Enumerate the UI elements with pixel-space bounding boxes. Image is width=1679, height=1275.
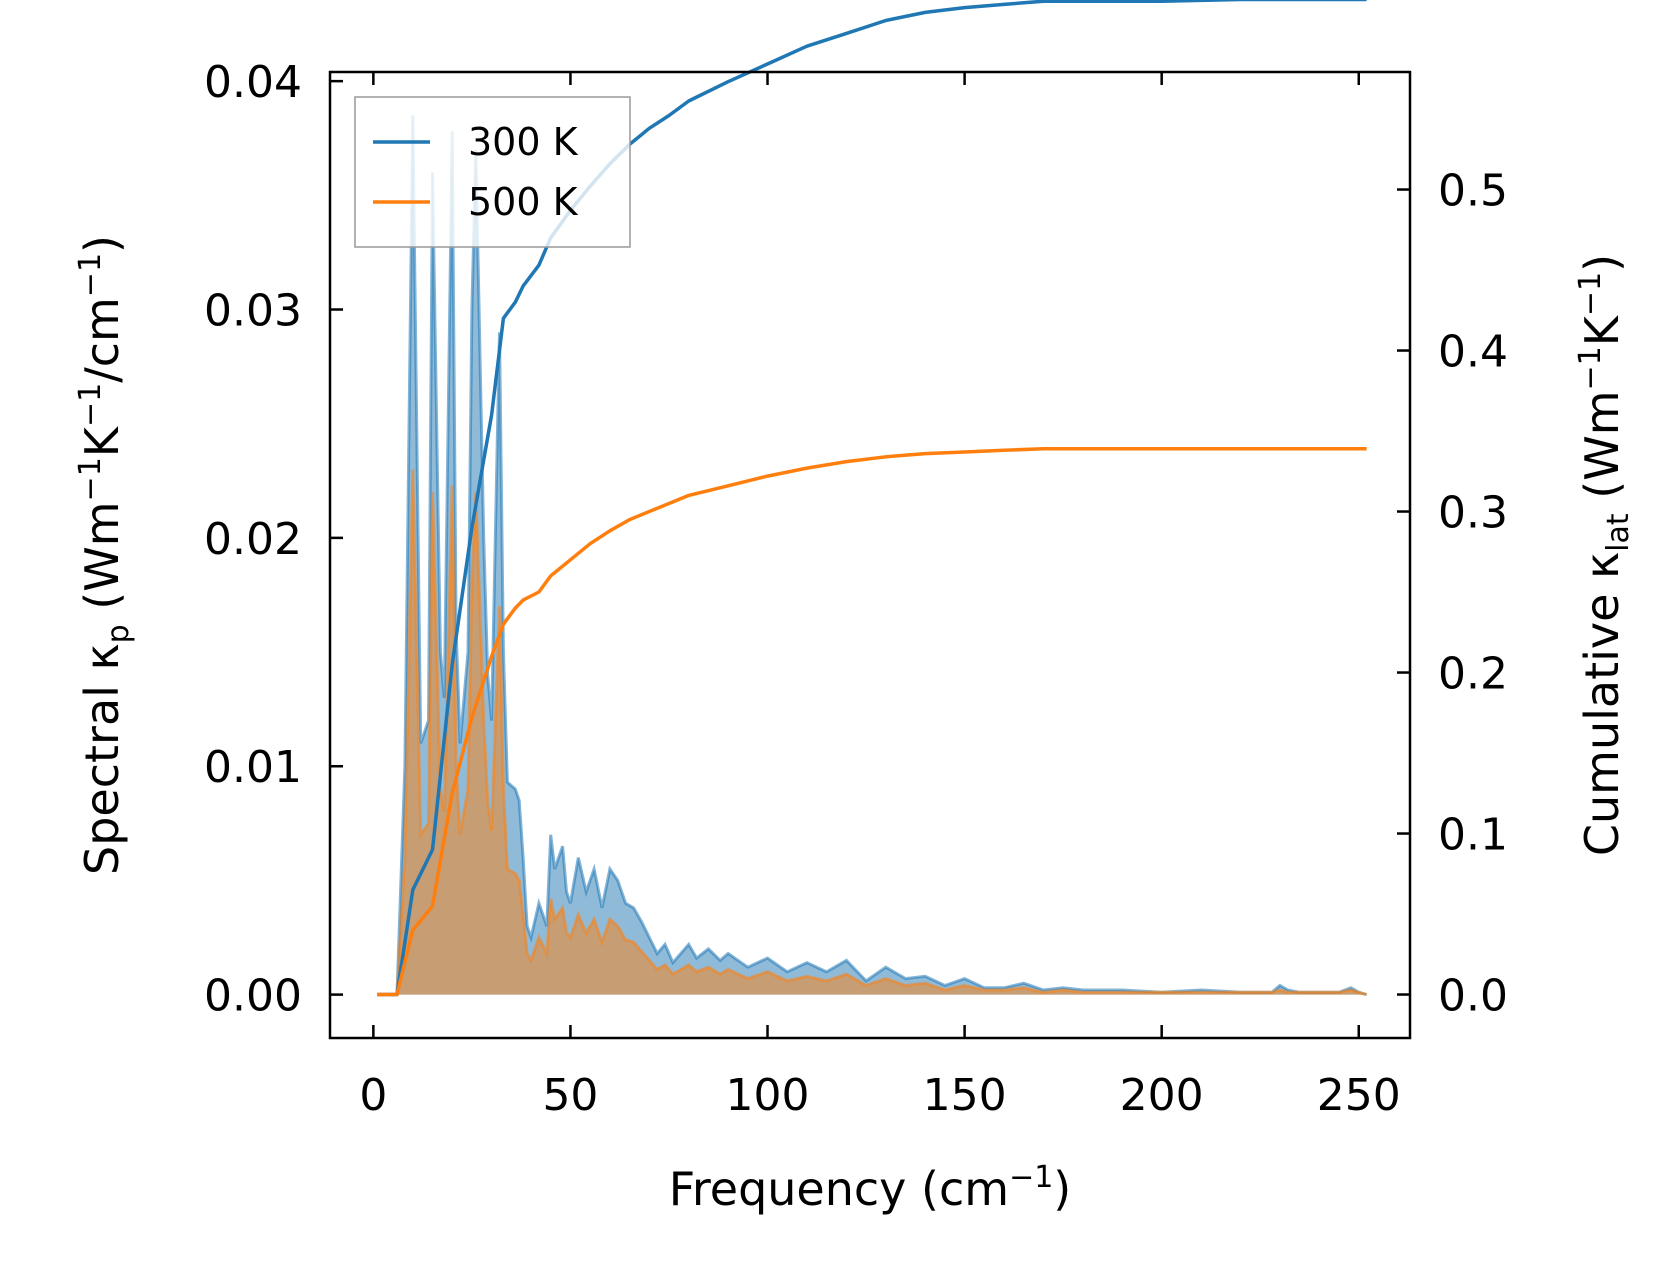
left-y-title-sup2: −1 xyxy=(73,383,108,427)
left-y-title-sup3: −1 xyxy=(73,253,108,297)
x-axis-title-end: ) xyxy=(1053,1162,1071,1216)
right-y-tick-label: 0.3 xyxy=(1438,488,1508,539)
right-y-tick-label: 0.1 xyxy=(1438,810,1508,861)
right-y-tick-label: 0.5 xyxy=(1438,166,1508,217)
cumulative-line-300k xyxy=(377,0,1367,997)
x-axis-title-sup: −1 xyxy=(1009,1160,1053,1195)
x-tick-label: 100 xyxy=(726,1070,810,1121)
right-y-tick-label: 0.4 xyxy=(1438,327,1508,378)
x-axis-title-text: Frequency (cm xyxy=(669,1162,1009,1216)
right-y-title-sup1: −1 xyxy=(1573,346,1608,390)
right-y-title-sub: lat xyxy=(1601,513,1636,552)
right-y-title-mid1: (Wm xyxy=(1575,390,1629,513)
x-axis-title: Frequency (cm−1) xyxy=(669,1160,1072,1216)
left-y-tick-label: 0.03 xyxy=(204,286,302,337)
right-y-title-sup2: −1 xyxy=(1573,272,1608,316)
right-y-title-end: ) xyxy=(1575,254,1629,272)
x-tick-label: 0 xyxy=(359,1070,387,1121)
left-y-title-sup1: −1 xyxy=(73,457,108,501)
legend-box xyxy=(354,96,631,248)
ticks: 0 50 100 150 200 250 0.00 0.01 0.02 0.03 0.04 0.0 0.… xyxy=(204,57,1508,1121)
right-y-title-mid2: K xyxy=(1575,314,1629,346)
x-tick-label: 150 xyxy=(923,1070,1007,1121)
legend: 300 K 500 K xyxy=(354,96,631,248)
left-y-title-end: ) xyxy=(75,235,129,253)
right-y-tick-label: 0.2 xyxy=(1438,649,1508,700)
left-y-tick-label: 0.01 xyxy=(204,742,302,793)
left-y-title-mid1: (Wm xyxy=(75,501,129,624)
right-y-tick-label: 0.0 xyxy=(1438,971,1508,1022)
legend-label-500k: 500 K xyxy=(468,180,579,224)
cumulative-line-500k xyxy=(377,446,1367,997)
left-y-title-mid2: K xyxy=(75,425,129,457)
left-y-title-sub: p xyxy=(101,624,136,643)
left-y-tick-label: 0.02 xyxy=(204,514,302,565)
left-y-tick-label: 0.00 xyxy=(204,971,302,1022)
x-tick-label: 250 xyxy=(1317,1070,1401,1121)
left-y-title-prefix: Spectral κ xyxy=(75,643,129,875)
right-y-title-prefix: Cumulative κ xyxy=(1575,552,1629,856)
legend-label-300k: 300 K xyxy=(468,120,579,164)
x-tick-label: 50 xyxy=(542,1070,598,1121)
x-tick-label: 200 xyxy=(1120,1070,1204,1121)
left-y-title-mid3: /cm xyxy=(75,297,129,383)
axes-frame xyxy=(328,70,1412,1040)
left-y-tick-label: 0.04 xyxy=(204,57,302,108)
right-y-axis-title: Cumulative κlat (Wm−1K−1) xyxy=(1573,254,1636,856)
left-y-axis-title: Spectral κp (Wm−1K−1/cm−1) xyxy=(73,235,136,875)
